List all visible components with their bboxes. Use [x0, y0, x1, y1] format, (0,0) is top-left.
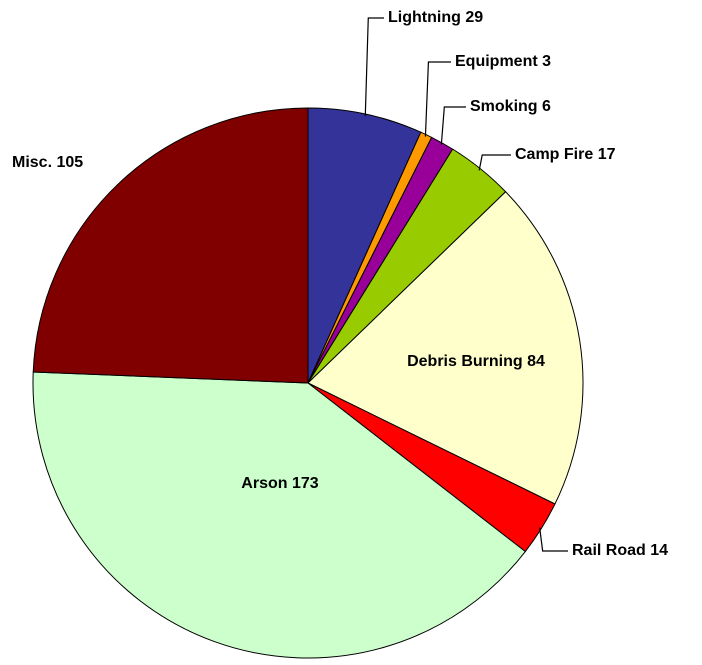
leader-line	[424, 61, 451, 137]
slice-label-value: 84	[527, 353, 545, 370]
slice-label-value: 173	[292, 475, 319, 492]
slice-label-value: 3	[542, 53, 551, 70]
leader-line	[364, 17, 384, 117]
slice-label: Arson 173	[241, 475, 318, 492]
slice-label-name: Misc.	[12, 154, 52, 171]
slice-label: Rail Road 14	[572, 542, 668, 559]
slice-label-value: 6	[542, 98, 551, 115]
pie-slice	[32, 371, 527, 659]
slice-label-name: Arson	[241, 475, 287, 492]
pie-slice	[307, 191, 584, 505]
slice-label-name: Rail Road	[572, 542, 646, 559]
slice-label: Equipment 3	[455, 53, 551, 70]
leader-line	[539, 527, 568, 552]
leader-line	[440, 106, 466, 145]
slice-label-name: Smoking	[470, 98, 538, 115]
leader-line	[478, 154, 511, 171]
slice-label-name: Lightning	[388, 9, 461, 26]
slice-label: Camp Fire 17	[515, 146, 616, 163]
slice-label-name: Equipment	[455, 53, 538, 70]
slice-label-value: 105	[56, 154, 83, 171]
slice-label-name: Debris Burning	[407, 353, 523, 370]
pie-slice	[32, 107, 309, 384]
slice-label: Lightning 29	[388, 9, 483, 26]
slice-label: Misc. 105	[12, 154, 83, 171]
slice-label-value: 14	[650, 542, 668, 559]
slice-label-value: 17	[598, 146, 616, 163]
slice-label-value: 29	[465, 9, 483, 26]
slice-label: Debris Burning 84	[407, 353, 545, 370]
slice-label-name: Camp Fire	[515, 146, 593, 163]
slice-label: Smoking 6	[470, 98, 551, 115]
